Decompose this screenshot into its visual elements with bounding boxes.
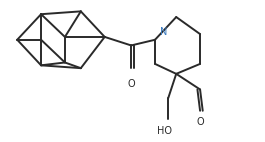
Text: N: N	[160, 27, 167, 37]
Text: HO: HO	[157, 126, 172, 136]
Text: O: O	[127, 79, 135, 89]
Text: O: O	[196, 117, 204, 127]
